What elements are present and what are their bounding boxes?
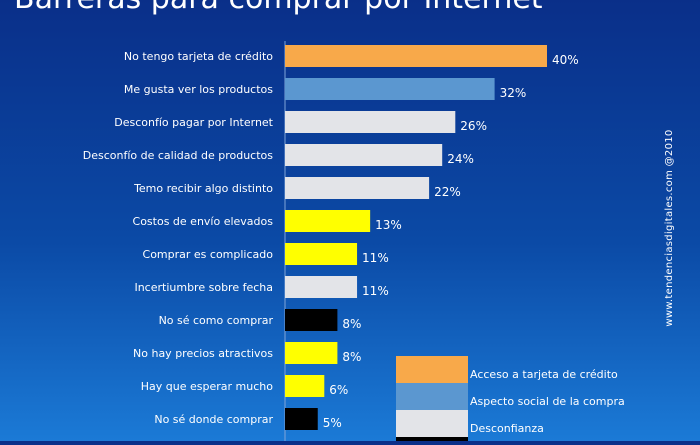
value-label: 11% bbox=[362, 284, 389, 298]
legend-swatch bbox=[396, 437, 468, 445]
bar bbox=[285, 45, 547, 67]
bar bbox=[285, 375, 325, 397]
legend-swatch bbox=[396, 356, 468, 383]
value-label: 32% bbox=[500, 86, 527, 100]
legend-label: Aspecto social de la compra bbox=[470, 395, 625, 408]
value-label: 8% bbox=[342, 317, 361, 331]
category-label: Comprar es complicado bbox=[143, 248, 274, 261]
category-label: No sé como comprar bbox=[159, 314, 274, 327]
bar bbox=[285, 210, 371, 232]
category-label: Desconfío de calidad de productos bbox=[83, 149, 274, 162]
value-label: 13% bbox=[375, 218, 402, 232]
legend-swatch bbox=[396, 383, 468, 410]
watermark-text: www.tendenciasdigitales.com @2010 bbox=[664, 129, 675, 327]
category-label: Me gusta ver los productos bbox=[124, 83, 273, 96]
legend-label: Acceso a tarjeta de crédito bbox=[470, 368, 618, 381]
bar bbox=[285, 276, 358, 298]
bar bbox=[285, 408, 318, 430]
category-label: Desconfío pagar por Internet bbox=[114, 116, 273, 129]
category-label: No tengo tarjeta de crédito bbox=[124, 50, 273, 63]
bar bbox=[285, 342, 338, 364]
category-label: Incertiumbre sobre fecha bbox=[134, 281, 273, 294]
category-label: No hay precios atractivos bbox=[133, 347, 273, 360]
bar bbox=[285, 309, 338, 331]
value-label: 40% bbox=[552, 53, 579, 67]
value-label: 26% bbox=[460, 119, 487, 133]
category-label: Costos de envío elevados bbox=[133, 215, 274, 228]
value-label: 22% bbox=[434, 185, 461, 199]
value-label: 11% bbox=[362, 251, 389, 265]
category-label: Temo recibir algo distinto bbox=[133, 182, 273, 195]
bar bbox=[285, 144, 443, 166]
value-label: 5% bbox=[323, 416, 342, 430]
value-label: 24% bbox=[447, 152, 474, 166]
chart-title: Barreras para comprar por Internet bbox=[14, 0, 543, 16]
legend-label: Desconfianza bbox=[470, 422, 544, 435]
category-label: Hay que esperar mucho bbox=[141, 380, 273, 393]
bar bbox=[285, 78, 495, 100]
bar bbox=[285, 177, 430, 199]
category-label: No sé donde comprar bbox=[154, 413, 273, 426]
bar bbox=[285, 111, 456, 133]
value-label: 6% bbox=[329, 383, 348, 397]
legend-swatch bbox=[396, 410, 468, 437]
bar bbox=[285, 243, 358, 265]
value-label: 8% bbox=[342, 350, 361, 364]
